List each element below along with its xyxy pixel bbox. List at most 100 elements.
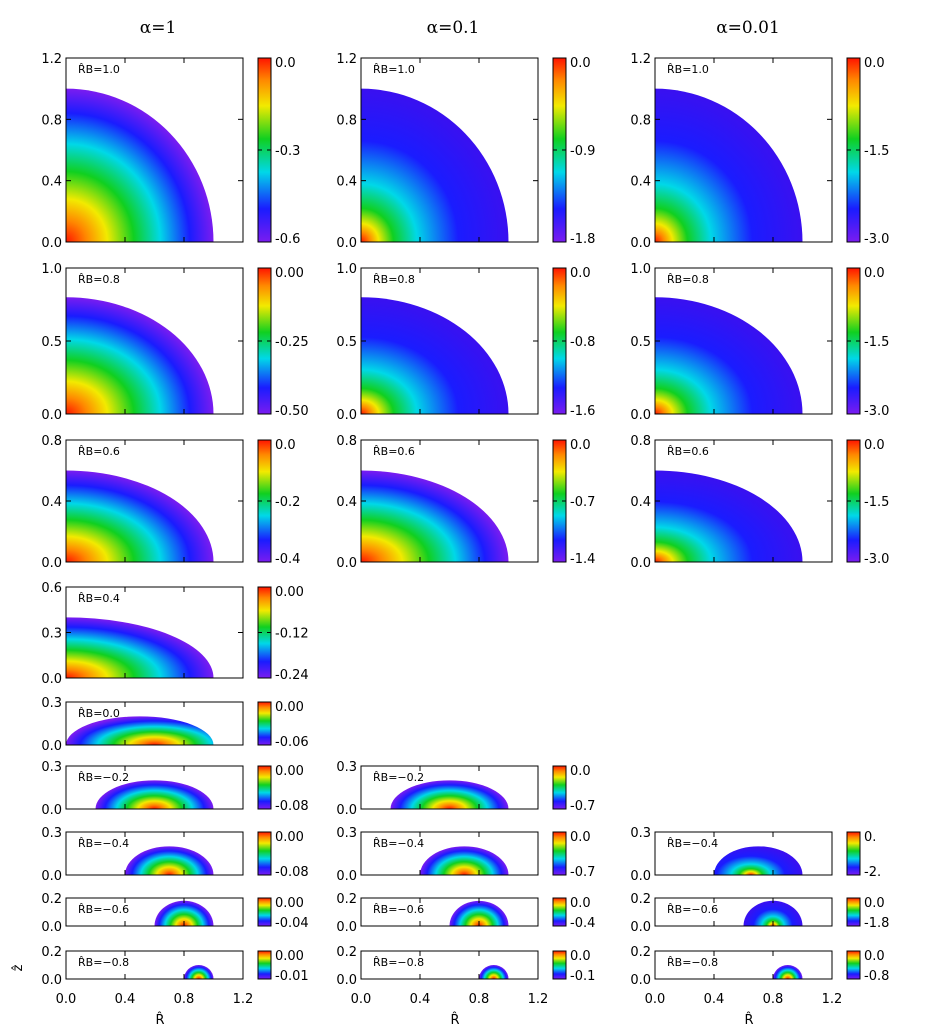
colorbar	[257, 950, 272, 980]
y-tick-label: 0.0	[630, 408, 651, 423]
y-tick-label: 0.8	[41, 434, 62, 449]
colorbar	[552, 765, 567, 810]
density-region	[773, 965, 803, 979]
colorbar-tick-label: 0.0	[570, 764, 591, 779]
density-region	[655, 470, 803, 562]
colorbar-tick-label: -0.01	[275, 969, 309, 984]
y-tick-label: 0.8	[630, 113, 651, 128]
panel-label-rb: R̂B=−0.8	[667, 956, 718, 969]
panel-frame	[65, 897, 244, 927]
x-tick-label-9: 0.4	[704, 992, 725, 1007]
colorbar-tick-label: -0.6	[275, 232, 300, 247]
y-tick-label: 0.0	[630, 236, 651, 251]
panel-label-rb: R̂B=0.6	[78, 445, 120, 458]
panel-9: 0.0 0.3 0.6 R̂B=0.4 0.00 -0.12 -0.24	[41, 581, 308, 687]
y-tick-label: 0.0	[336, 973, 357, 988]
panel-label-rb: R̂B=1.0	[667, 63, 709, 76]
panel-frame	[360, 831, 539, 876]
density-region	[714, 846, 803, 875]
y-tick-label: 0.8	[630, 434, 651, 449]
y-tick-label: 0.3	[336, 760, 357, 775]
panel-5: 0.0 0.5 1.0 R̂B=0.8 0.0 -1.5 -3.0	[630, 262, 889, 423]
colorbar-tick-label: -1.5	[864, 144, 889, 159]
y-tick-label: 0.0	[630, 973, 651, 988]
colorbar-tick-label: 0.0	[570, 830, 591, 845]
density-region	[449, 900, 509, 926]
panel-8: 0.0 0.4 0.8 R̂B=0.6 0.0 -1.5 -3.0	[630, 434, 889, 571]
colorbar-tick-label: -0.24	[275, 668, 309, 683]
x-tick-label-8: 0.0	[645, 992, 666, 1007]
density-region	[390, 780, 509, 809]
colorbar-tick-label: -0.2	[275, 495, 300, 510]
colorbar	[257, 765, 272, 810]
colorbar	[552, 950, 567, 980]
colorbar	[552, 831, 567, 876]
y-tick-label: 0.2	[630, 892, 651, 907]
colorbar-tick-label: 0.0	[570, 438, 591, 453]
y-tick-label: 0.0	[41, 920, 62, 935]
colorbar	[846, 950, 861, 980]
colorbar	[257, 831, 272, 876]
colorbar	[846, 831, 861, 876]
x-tick-label-6: 0.8	[469, 992, 490, 1007]
y-tick-label: 0.4	[630, 495, 651, 510]
panel-frame	[65, 831, 244, 876]
y-tick-label: 0.5	[336, 335, 357, 350]
panel-label-rb: R̂B=1.0	[373, 63, 415, 76]
y-tick-label: 0.0	[41, 236, 62, 251]
colorbar-tick-label: 0.0	[864, 56, 885, 71]
panel-0: 0.0 0.4 0.8 1.2 R̂B=1.0 0.0 -0.3 -0.6	[41, 52, 300, 251]
panel-1: 0.0 0.4 0.8 1.2 R̂B=1.0 0.0 -0.9 -1.8	[336, 52, 595, 251]
y-tick-label: 0.0	[336, 920, 357, 935]
y-tick-label: 0.0	[41, 556, 62, 571]
density-region	[125, 846, 214, 875]
y-tick-label: 0.2	[41, 892, 62, 907]
colorbar	[552, 897, 567, 927]
colorbar-tick-label: 0.0	[864, 949, 885, 964]
y-tick-label: 0.8	[336, 113, 357, 128]
colorbar	[257, 701, 272, 746]
density-region	[95, 780, 214, 809]
panel-7: 0.0 0.4 0.8 R̂B=0.6 0.0 -0.7 -1.4	[336, 434, 595, 571]
y-tick-label: 0.0	[41, 739, 62, 754]
colorbar-tick-label: -3.0	[864, 232, 889, 247]
panel-frame	[360, 950, 539, 980]
panel-frame	[654, 897, 833, 927]
panel-12: 0.0 0.3 R̂B=−0.2 0.0 -0.7	[336, 760, 595, 818]
colorbar-tick-label: -0.8	[570, 335, 595, 350]
y-tick-label: 0.0	[336, 869, 357, 884]
panel-20: 0.0 0.2 R̂B=−0.8 0.0 -0.1	[336, 945, 595, 988]
colorbar-tick-label: 0.0	[864, 896, 885, 911]
colorbar-tick-label: 0.0	[570, 266, 591, 281]
panel-label-rb: R̂B=−0.4	[667, 837, 718, 850]
x-tick-label-1: 0.4	[115, 992, 136, 1007]
y-tick-label: 0.3	[41, 627, 62, 642]
y-tick-label: 0.0	[41, 869, 62, 884]
y-tick-label: 0.4	[41, 495, 62, 510]
x-tick-label-5: 0.4	[410, 992, 431, 1007]
y-tick-label: 0.3	[41, 696, 62, 711]
y-tick-label: 0.0	[336, 556, 357, 571]
panel-label-rb: R̂B=0.8	[373, 273, 415, 286]
y-tick-label: 0.0	[630, 869, 651, 884]
colorbar-tick-label: -0.04	[275, 916, 309, 931]
colorbar	[846, 897, 861, 927]
colorbar-tick-label: -3.0	[864, 552, 889, 567]
panel-label-rb: R̂B=0.4	[78, 592, 120, 605]
y-tick-label: 0.4	[336, 175, 357, 190]
colorbar-tick-label: -0.06	[275, 735, 309, 750]
panel-label-rb: R̂B=0.8	[78, 273, 120, 286]
colorbar-tick-label: -0.7	[570, 799, 595, 814]
colorbar-tick-label: 0.0	[864, 266, 885, 281]
panel-4: 0.0 0.5 1.0 R̂B=0.8 0.0 -0.8 -1.6	[336, 262, 595, 423]
density-region	[420, 846, 509, 875]
panel-label-rb: R̂B=0.8	[667, 273, 709, 286]
colorbar-tick-label: -0.7	[570, 495, 595, 510]
colorbar-tick-label: -0.1	[570, 969, 595, 984]
colorbar-tick-label: -0.7	[570, 865, 595, 880]
y-tick-label: 0.0	[41, 672, 62, 687]
density-region	[655, 297, 803, 414]
y-tick-label: 0.2	[41, 945, 62, 960]
panel-10: 0.0 0.3 R̂B=0.0 0.00 -0.06	[41, 696, 308, 754]
